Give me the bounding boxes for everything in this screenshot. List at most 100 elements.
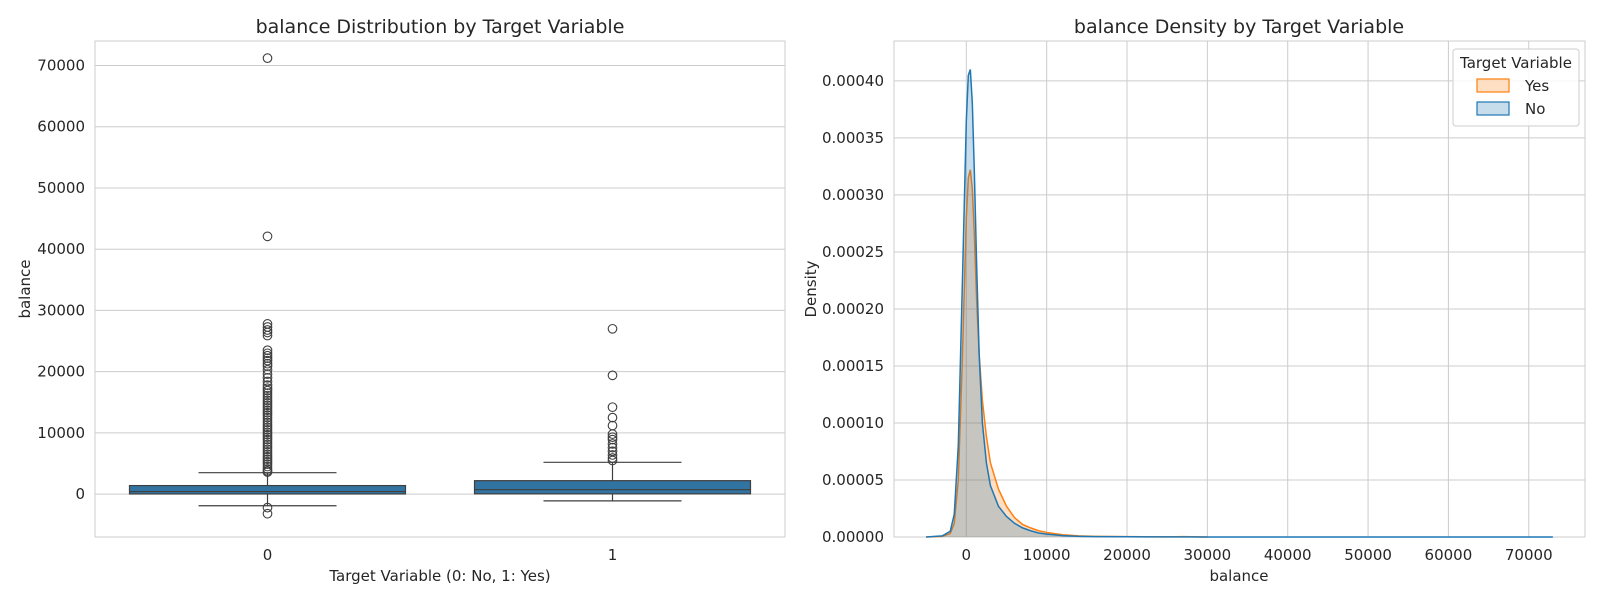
box-outlier-point — [262, 417, 273, 428]
box-outlier-point — [262, 432, 273, 443]
box-outlier-point — [607, 432, 618, 443]
box-outlier-point — [262, 355, 273, 366]
box-outlier-point — [262, 437, 273, 447]
density-plot-x-tick-label: 60000 — [1425, 546, 1473, 564]
box-outlier-point — [262, 402, 273, 413]
legend: Target Variable Yes No — [1452, 48, 1580, 127]
box-outlier-point — [262, 395, 273, 406]
density-plot-y-tick-label: 0.00015 — [822, 357, 884, 375]
box-outlier-point — [262, 380, 273, 390]
box-plot-y-tick-label: 60000 — [37, 118, 85, 136]
density-plot-x-tick-label: 20000 — [1103, 546, 1151, 564]
box-group-1 — [473, 323, 752, 502]
box-iqr — [128, 484, 407, 495]
box-outlier-point — [262, 410, 273, 420]
box-plot-y-ticks: 0 10000 20000 30000 40000 50000 60000 70000 — [37, 56, 85, 503]
box-outlier-point — [262, 444, 273, 455]
box-outlier-point — [262, 390, 273, 401]
box-outlier-point — [262, 449, 273, 460]
box-outlier-point — [607, 442, 618, 453]
box-outlier-point — [607, 450, 618, 460]
box-outlier-point — [262, 345, 273, 356]
box-outlier-point — [262, 467, 273, 477]
box-outlier-point — [607, 439, 618, 449]
box-plot-y-tick-label: 70000 — [37, 56, 85, 74]
box-plot-x-tick-label: 0 — [263, 546, 273, 564]
box-plot-x-tick-label: 1 — [608, 546, 618, 564]
box-outlier-point — [262, 434, 273, 445]
box-outlier-point — [262, 388, 273, 398]
box-outlier-point — [262, 454, 273, 465]
box-plot-x-axis-label: Target Variable (0: No, 1: Yes) — [328, 567, 550, 585]
legend-swatch-yes — [1476, 78, 1510, 93]
box-outlier-point — [262, 459, 273, 469]
box-outlier-point — [262, 400, 273, 411]
box-outlier-point — [262, 369, 273, 379]
box-plot-y-tick-label: 10000 — [37, 424, 85, 442]
legend-label-no: No — [1525, 100, 1545, 118]
box-outlier-point — [262, 405, 273, 416]
box-outlier-point — [262, 508, 273, 519]
box-outlier-point — [607, 323, 618, 334]
density-plot-y-tick-label: 0.00035 — [822, 129, 884, 147]
box-outlier-point — [262, 442, 273, 452]
density-plot-y-axis-label: Density — [802, 260, 820, 317]
density-plot-x-tick-label: 0 — [962, 546, 972, 564]
box-plot-gridlines — [95, 64, 785, 495]
box-plot-y-tick-label: 40000 — [37, 240, 85, 258]
box-outlier-point — [262, 361, 273, 372]
density-area-no — [926, 69, 1553, 537]
density-plot-x-axis-label: balance — [1209, 567, 1268, 585]
box-outlier-point — [607, 429, 618, 439]
legend-label-yes: Yes — [1524, 77, 1549, 95]
density-plot-y-tick-label: 0.00025 — [822, 243, 884, 261]
box-outlier-point — [262, 385, 273, 396]
box-outlier-point — [262, 412, 273, 423]
density-plot-x-tick-label: 50000 — [1344, 546, 1392, 564]
box-plot-y-tick-label: 20000 — [37, 363, 85, 381]
box-outlier-point — [262, 350, 273, 361]
box-plot-y-tick-label: 50000 — [37, 179, 85, 197]
box-outlier-point — [262, 502, 273, 513]
box-outlier-point — [262, 325, 273, 335]
box-outlier-point — [607, 446, 618, 457]
density-plot-panel: 0.00000 0.00005 0.00010 0.00015 0.00020 0.000… — [802, 16, 1586, 585]
box-outlier-point — [262, 376, 273, 387]
box-outlier-point — [262, 353, 273, 364]
box-outlier-point — [262, 451, 273, 462]
box-outlier-point — [262, 415, 273, 425]
density-plot-marks — [926, 69, 1553, 538]
legend-box — [1452, 48, 1580, 127]
box-plot-y-tick-label: 30000 — [37, 301, 85, 319]
box-outlier-point — [607, 453, 618, 463]
box-outlier-point — [262, 393, 273, 403]
box-outlier-point — [262, 461, 273, 472]
box-outlier-point — [607, 455, 618, 466]
density-plot-x-tick-label: 40000 — [1264, 546, 1312, 564]
density-plot-y-tick-label: 0.00030 — [822, 186, 884, 204]
box-outlier-point — [607, 434, 618, 445]
box-outlier-point — [262, 330, 273, 341]
box-outlier-point — [262, 358, 273, 369]
box-outlier-point — [262, 383, 273, 394]
density-plot-title: balance Density by Target Variable — [1074, 16, 1404, 38]
box-outlier-point — [607, 370, 618, 381]
box-outlier-point — [262, 422, 273, 433]
box-group-0 — [128, 53, 407, 519]
density-plot-y-tick-label: 0.00040 — [822, 72, 884, 90]
box-outlier-point — [262, 327, 273, 338]
box-outlier-point — [262, 424, 273, 435]
box-outlier-point — [262, 427, 273, 438]
box-outlier-point — [607, 402, 618, 413]
box-plot-frame — [94, 40, 786, 538]
box-plot-marks — [128, 53, 752, 519]
box-outlier-point — [262, 420, 273, 430]
density-plot-y-tick-label: 0.00010 — [822, 414, 884, 432]
box-iqr — [473, 480, 752, 495]
box-plot-y-axis-label: balance — [16, 259, 34, 318]
box-outlier-point — [607, 412, 618, 423]
box-outlier-point — [262, 439, 273, 450]
box-outlier-point — [262, 447, 273, 457]
